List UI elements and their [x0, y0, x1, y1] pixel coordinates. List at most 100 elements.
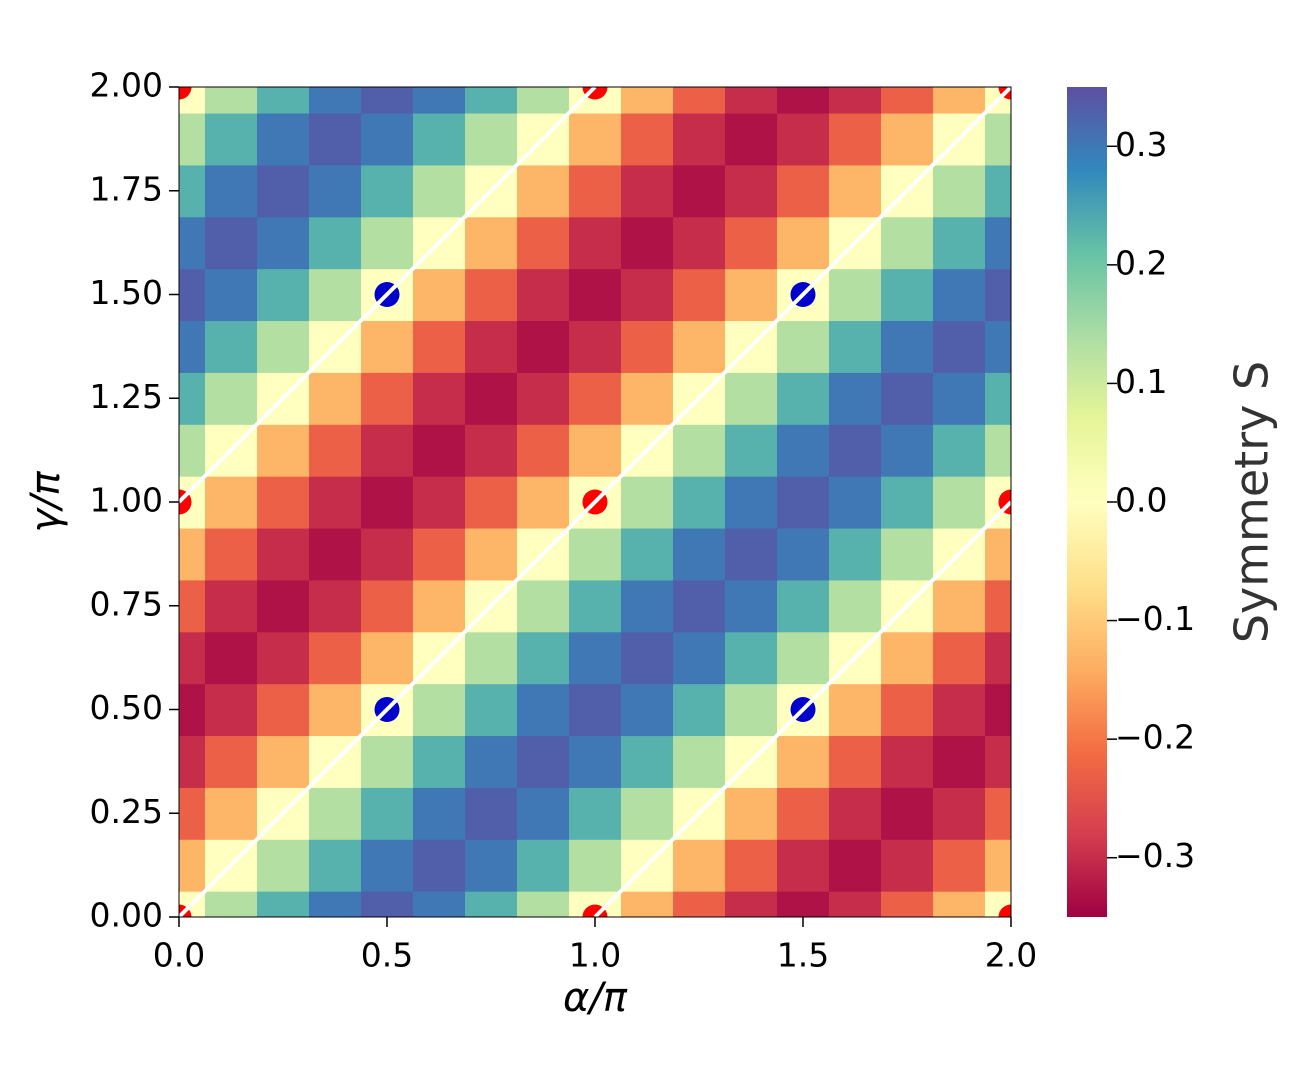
heatmap-cell — [881, 268, 934, 322]
heatmap-cell — [517, 891, 570, 917]
heatmap-cell — [829, 683, 882, 737]
heatmap-cell — [829, 164, 882, 218]
heatmap-cell — [309, 683, 362, 737]
heatmap-cell — [413, 87, 466, 114]
heatmap-cell — [673, 683, 726, 737]
point — [582, 87, 608, 100]
heatmap-cell — [829, 268, 882, 322]
heatmap-cell — [257, 735, 310, 788]
heatmap-cell — [205, 476, 258, 529]
heatmap-cell — [881, 891, 934, 917]
heatmap-cell — [309, 372, 362, 425]
heatmap-cell — [725, 87, 778, 114]
heatmap-cell — [205, 787, 258, 840]
heatmap-cell — [725, 216, 778, 270]
heatmap-cell — [933, 476, 986, 529]
point — [998, 904, 1011, 917]
heatmap-cell — [725, 476, 778, 529]
overlay — [179, 87, 1011, 917]
heatmap-cell — [205, 891, 258, 917]
heatmap-cell — [179, 268, 206, 322]
heatmap-cell — [361, 579, 414, 633]
heatmap-cell — [725, 891, 778, 917]
heatmap-cell — [517, 372, 570, 425]
heatmap-cell — [985, 527, 1011, 581]
heatmap-cell — [517, 320, 570, 373]
heatmap-cell — [257, 891, 310, 917]
heatmap-cell — [257, 424, 310, 477]
heatmap-cell — [985, 268, 1011, 322]
heatmap-cell — [569, 372, 622, 425]
heatmap-cell — [179, 112, 206, 166]
heatmap-cell — [777, 112, 830, 166]
heatmap-cell — [829, 579, 882, 633]
heatmap-cell — [309, 164, 362, 218]
heatmap-cell — [673, 631, 726, 685]
heatmap-cell — [179, 216, 206, 270]
y-tick-label: 0.75 — [90, 584, 163, 623]
heatmap-cell — [205, 631, 258, 685]
heatmap-cell — [179, 164, 206, 218]
heatmap-cell — [309, 579, 362, 633]
y-tick-label: 1.00 — [90, 481, 163, 520]
heatmap-cell — [465, 320, 518, 373]
heatmap-cell — [517, 787, 570, 840]
heatmap-cell — [829, 476, 882, 529]
heatmap-cell — [725, 372, 778, 425]
heatmap-cell — [985, 787, 1011, 840]
heatmap-cell — [673, 216, 726, 270]
heatmap-cell — [777, 320, 830, 373]
heatmap-cell — [517, 268, 570, 322]
heatmap-cell — [933, 839, 986, 892]
y-tick-label: 2.00 — [90, 66, 163, 105]
heatmap-cell — [517, 839, 570, 892]
heatmap-cell — [361, 476, 414, 529]
heatmap-cell — [933, 268, 986, 322]
heatmap-cell — [361, 527, 414, 581]
heatmap-cell — [621, 579, 674, 633]
heatmap-cell — [205, 579, 258, 633]
heatmap-cell — [257, 683, 310, 737]
heatmap-cell — [569, 839, 622, 892]
diagonal-line — [179, 87, 1011, 917]
heatmap-cell — [309, 268, 362, 322]
colorbar-tick-label: 0.1 — [1115, 362, 1167, 401]
heatmap-cell — [881, 87, 934, 114]
heatmap-cell — [569, 527, 622, 581]
heatmap-cell — [569, 579, 622, 633]
heatmap-cell — [933, 424, 986, 477]
heatmap-cell — [985, 164, 1011, 218]
heatmap-cell — [517, 631, 570, 685]
heatmap-cell — [933, 735, 986, 788]
heatmap-cell — [465, 87, 518, 114]
y-axis-label: γ/π — [23, 470, 69, 532]
heatmap-cell — [517, 424, 570, 477]
heatmap-cell — [725, 579, 778, 633]
heatmap-cell — [673, 112, 726, 166]
heatmap-cell — [673, 839, 726, 892]
heatmap-cell — [829, 527, 882, 581]
y-tick-label: 0.50 — [90, 688, 163, 727]
heatmap-cell — [413, 268, 466, 322]
y-tick-label: 0.00 — [90, 896, 163, 935]
heatmap-cell — [361, 112, 414, 166]
heatmap-cell — [829, 787, 882, 840]
heatmap-cell — [933, 683, 986, 737]
heatmap-cell — [777, 579, 830, 633]
heatmap-cell — [309, 216, 362, 270]
heatmap-cell — [179, 631, 206, 685]
heatmap-cell — [413, 112, 466, 166]
heatmap-cell — [777, 372, 830, 425]
heatmap-cell — [465, 424, 518, 477]
heatmap-cell — [933, 164, 986, 218]
heatmap-cell — [205, 320, 258, 373]
heatmap-cell — [933, 87, 986, 114]
heatmap — [179, 87, 1011, 917]
heatmap-cell — [361, 787, 414, 840]
heatmap-cell — [725, 112, 778, 166]
heatmap-cell — [673, 268, 726, 322]
x-tick-label: 1.0 — [569, 936, 621, 975]
heatmap-cell — [569, 683, 622, 737]
heatmap-cell — [725, 164, 778, 218]
heatmap-cell — [257, 839, 310, 892]
